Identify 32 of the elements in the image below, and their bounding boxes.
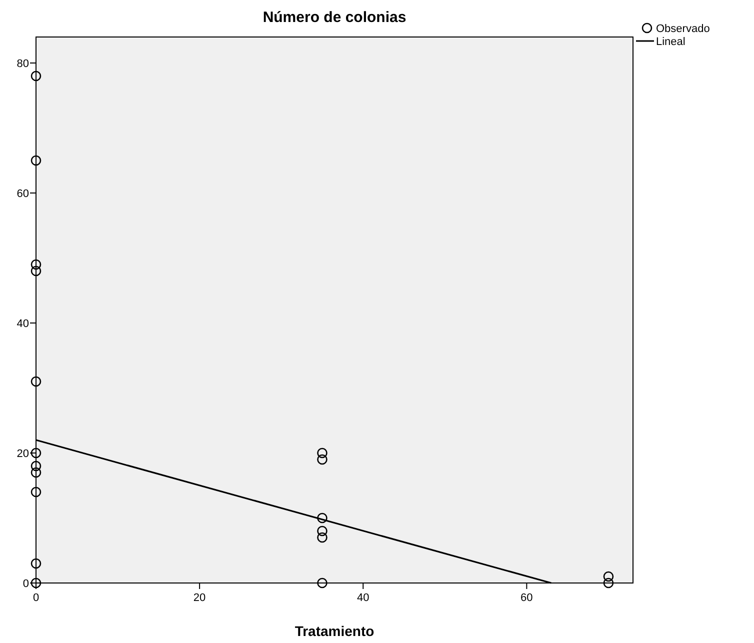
x-tick-label: 60 (520, 592, 533, 604)
point (317, 454, 328, 465)
point (30, 448, 42, 458)
point (30, 558, 42, 569)
y-tick-label: 40 (16, 318, 29, 330)
point (30, 460, 42, 472)
point (603, 578, 614, 588)
x-tick-label: 0 (32, 592, 40, 604)
point (317, 526, 328, 536)
point (30, 155, 42, 166)
legend-label: Lineal (656, 36, 686, 48)
chart-title: Número de colonias (262, 9, 406, 26)
legend-label: Observado (656, 23, 710, 35)
y-tick-label: 0 (22, 578, 29, 590)
x-tick-label: 40 (357, 592, 370, 604)
y-tick-label: 60 (16, 188, 29, 200)
point (30, 578, 42, 588)
point (30, 376, 42, 387)
point (603, 571, 614, 582)
point (317, 512, 328, 524)
x-tick-label: 20 (193, 592, 206, 604)
y-tick-label: 20 (16, 448, 29, 460)
point (317, 448, 328, 458)
point (317, 578, 328, 588)
point (30, 467, 42, 478)
point (317, 532, 328, 543)
point (30, 70, 42, 82)
point (30, 486, 42, 498)
x-axis-title: Tratamiento (294, 623, 374, 639)
point (30, 259, 42, 270)
point (30, 266, 42, 276)
y-tick-label: 80 (16, 58, 29, 70)
